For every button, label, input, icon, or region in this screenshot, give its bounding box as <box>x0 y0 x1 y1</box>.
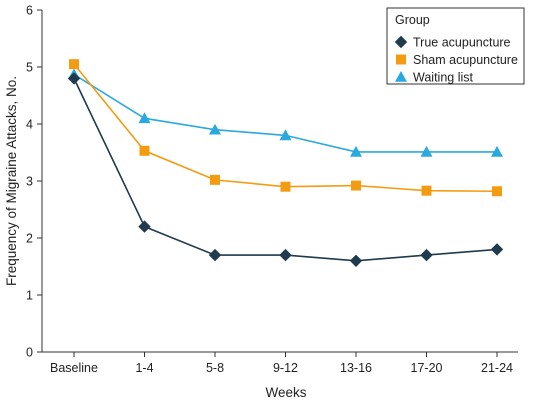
data-point <box>208 248 222 262</box>
y-tick-label: 6 <box>26 4 33 18</box>
legend-label: True acupuncture <box>413 36 511 50</box>
x-tick-label: 17-20 <box>411 361 443 375</box>
data-point <box>279 129 292 141</box>
legend-label: Waiting list <box>413 71 473 85</box>
legend-title: Group <box>395 13 430 27</box>
legend-marker <box>394 35 408 49</box>
x-tick-label: 21-24 <box>481 361 513 375</box>
axes: 0 1 2 3 4 5 6 Baseline 1-4 5-8 9-12 13-16 17-20 21-24 <box>26 4 518 375</box>
legend-marker <box>396 54 406 65</box>
data-point <box>420 248 433 262</box>
data-point <box>490 243 504 256</box>
x-tick-label: 9-12 <box>273 361 298 375</box>
data-point <box>280 181 291 192</box>
x-axis-title: Weeks <box>265 385 306 400</box>
data-point <box>67 72 81 85</box>
data-point <box>421 185 432 196</box>
legend-marker <box>395 71 407 82</box>
x-tick-label: 5-8 <box>206 361 224 375</box>
y-tick-label: 2 <box>26 232 33 246</box>
y-axis-title: Frequency of Migraine Attacks, No. <box>4 76 19 286</box>
data-point <box>351 180 361 191</box>
series-sham-acupuncture <box>69 59 502 197</box>
y-tick-label: 0 <box>26 346 33 360</box>
legend-label: Sham acupuncture <box>413 53 518 67</box>
y-tick-label: 3 <box>26 175 33 189</box>
series-line <box>73 78 498 262</box>
legend: Group True acupuncture Sham acupuncture Wai… <box>386 7 525 85</box>
x-tick-label: Baseline <box>50 361 98 375</box>
data-point <box>138 220 151 233</box>
legend-box <box>386 7 525 85</box>
series-layer <box>67 59 504 267</box>
data-point <box>138 112 151 124</box>
series-line <box>73 73 497 153</box>
y-tick-label: 1 <box>26 289 33 303</box>
data-point <box>349 254 363 267</box>
data-point <box>350 145 362 157</box>
data-point <box>69 59 79 70</box>
x-tick-label: 13-16 <box>340 361 372 375</box>
data-point <box>139 145 150 156</box>
data-point <box>420 145 433 157</box>
data-point <box>209 123 221 135</box>
series-waiting-list <box>68 68 503 157</box>
series-true-acupuncture <box>67 72 504 267</box>
data-point <box>210 174 220 185</box>
y-tick-label: 5 <box>26 61 33 75</box>
data-point <box>492 186 502 197</box>
data-point <box>491 145 503 157</box>
data-point <box>279 248 292 262</box>
y-tick-label: 4 <box>26 118 33 132</box>
x-tick-label: 1-4 <box>135 361 153 375</box>
